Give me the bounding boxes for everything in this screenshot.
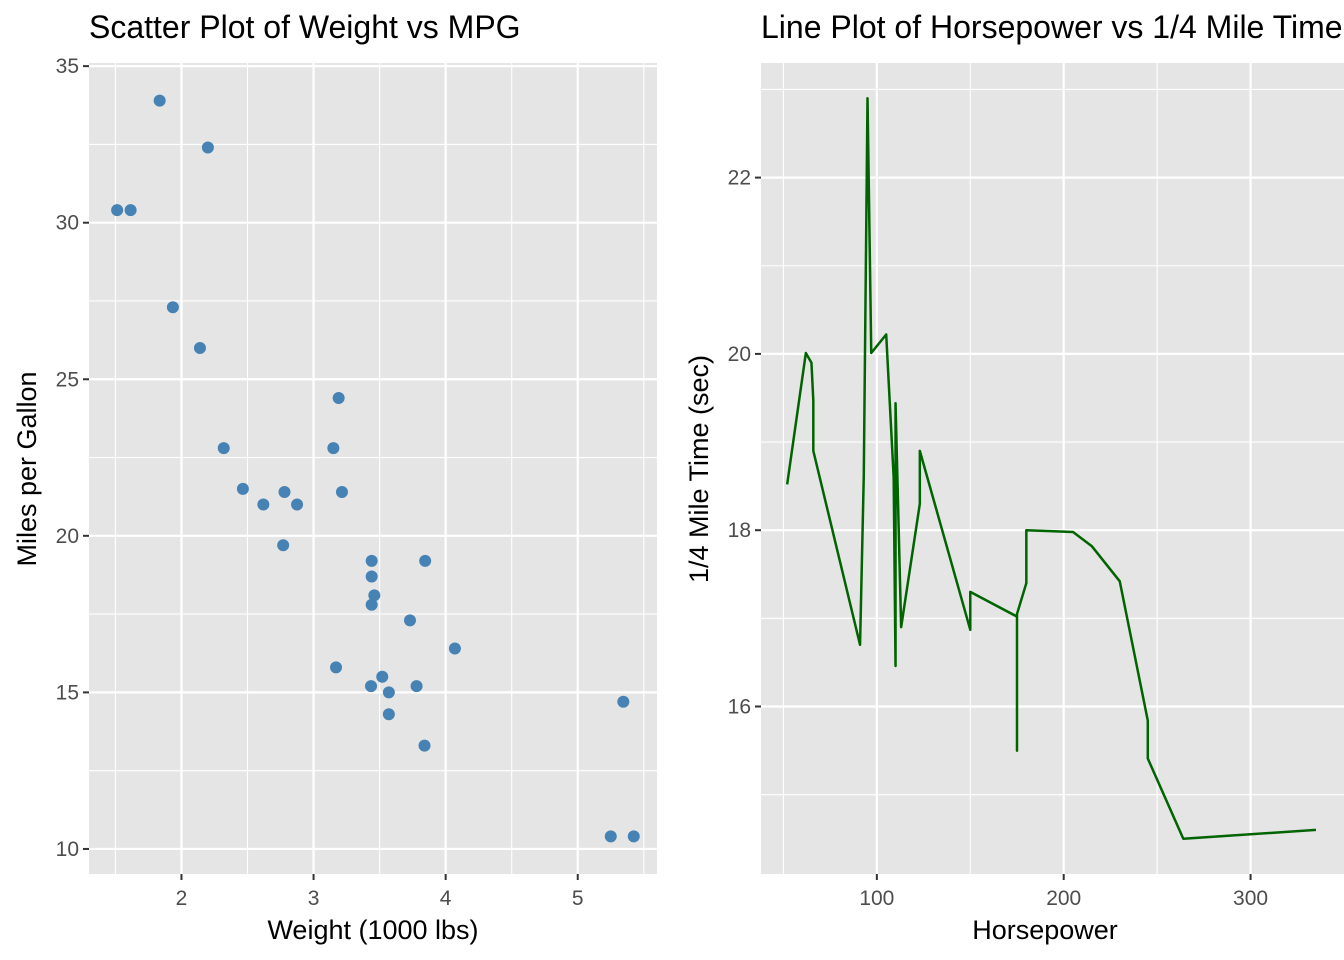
scatter-point — [382, 708, 395, 721]
y-tick-label: 20 — [728, 343, 751, 366]
scatter-point — [111, 204, 124, 217]
scatter-point — [335, 485, 348, 498]
scatter-panel — [89, 63, 657, 874]
scatter-point — [365, 598, 378, 611]
scatter-point — [410, 680, 423, 693]
scatter-point — [124, 204, 137, 217]
y-tick-label: 22 — [728, 167, 751, 190]
scatter-chart: Scatter Plot of Weight vs MPG 1015202530… — [12, 9, 657, 945]
scatter-point — [332, 392, 345, 405]
scatter-point — [257, 498, 270, 511]
scatter-y-axis: 10 15 20 25 30 35 — [56, 55, 89, 861]
scatter-point — [365, 570, 378, 583]
scatter-points — [111, 94, 640, 843]
line-chart: Line Plot of Horsepower vs 1/4 Mile Time… — [684, 9, 1344, 945]
scatter-point — [277, 539, 290, 552]
scatter-point — [201, 141, 214, 154]
x-tick-label: 4 — [440, 887, 452, 910]
y-tick-label: 18 — [728, 519, 751, 542]
line-x-axis-title: Horsepower — [972, 915, 1118, 945]
y-tick-label: 25 — [56, 368, 79, 391]
line-panel — [761, 63, 1344, 874]
scatter-point — [193, 341, 206, 354]
scatter-point — [365, 680, 378, 693]
scatter-point — [278, 485, 291, 498]
x-tick-label: 100 — [859, 887, 894, 910]
scatter-point — [403, 614, 416, 627]
y-tick-label: 16 — [728, 696, 751, 719]
scatter-x-axis: 2 3 4 5 — [176, 874, 584, 910]
y-tick-label: 15 — [56, 681, 79, 704]
x-tick-label: 200 — [1046, 887, 1081, 910]
x-tick-label: 3 — [308, 887, 320, 910]
scatter-point — [365, 554, 378, 567]
line-title: Line Plot of Horsepower vs 1/4 Mile Time — [761, 9, 1343, 45]
line-gridlines — [761, 63, 1344, 874]
y-tick-label: 30 — [56, 212, 79, 235]
line-series-path — [785, 97, 1317, 840]
scatter-point — [166, 301, 179, 314]
line-series — [785, 97, 1317, 840]
line-y-axis-title: 1/4 Mile Time (sec) — [684, 355, 714, 583]
scatter-title: Scatter Plot of Weight vs MPG — [89, 9, 521, 45]
x-tick-label: 300 — [1233, 887, 1268, 910]
x-tick-label: 2 — [176, 887, 188, 910]
scatter-point — [418, 739, 431, 752]
x-tick-label: 5 — [572, 887, 584, 910]
y-tick-label: 20 — [56, 525, 79, 548]
scatter-point — [382, 686, 395, 699]
line-y-axis: 16 18 20 22 — [728, 167, 761, 719]
scatter-point — [236, 482, 249, 495]
line-x-axis: 100 200 300 — [859, 874, 1268, 910]
scatter-point — [327, 442, 340, 455]
scatter-point — [330, 661, 343, 674]
scatter-point — [153, 94, 166, 107]
scatter-point — [448, 642, 461, 655]
scatter-point — [376, 670, 389, 683]
scatter-point — [217, 442, 230, 455]
scatter-x-axis-title: Weight (1000 lbs) — [267, 915, 478, 945]
y-tick-label: 35 — [56, 55, 79, 78]
scatter-point — [291, 498, 304, 511]
scatter-point — [419, 554, 432, 567]
scatter-point — [368, 589, 381, 602]
scatter-point — [627, 830, 640, 843]
y-tick-label: 10 — [56, 838, 79, 861]
scatter-gridlines — [89, 63, 657, 874]
scatter-y-axis-title: Miles per Gallon — [12, 371, 42, 566]
scatter-point — [604, 830, 617, 843]
scatter-point — [617, 695, 630, 708]
